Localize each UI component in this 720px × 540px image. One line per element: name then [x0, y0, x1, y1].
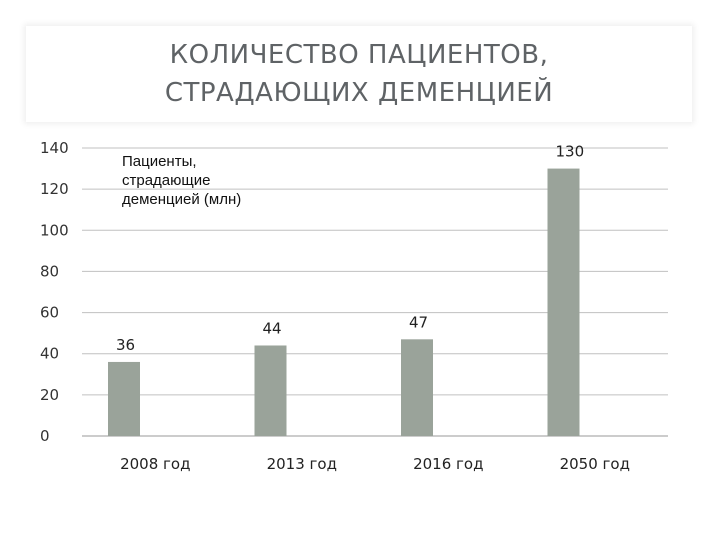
series-label-line-2: страдающие — [122, 172, 211, 189]
y-tick-label: 40 — [40, 345, 59, 363]
y-tick-label: 0 — [40, 427, 50, 445]
title-panel: КОЛИЧЕСТВО ПАЦИЕНТОВ, СТРАДАЮЩИХ ДЕМЕНЦИ… — [26, 26, 692, 122]
bar — [401, 339, 433, 436]
series-label-line-1: Пациенты, — [122, 153, 197, 170]
series-label: Пациенты, страдающие деменцией (млн) — [122, 152, 241, 209]
x-tick-label: 2016 год — [413, 455, 483, 473]
bar — [254, 345, 287, 436]
y-tick-label: 120 — [40, 180, 69, 198]
y-tick-label: 100 — [40, 221, 69, 239]
data-label: 130 — [556, 143, 585, 161]
data-label: 44 — [263, 319, 282, 337]
x-tick-label: 2008 год — [120, 455, 190, 473]
x-tick-label: 2013 год — [267, 455, 337, 473]
y-tick-label: 140 — [40, 139, 69, 157]
y-tick-label: 80 — [40, 262, 59, 280]
data-label: 36 — [116, 336, 135, 354]
y-tick-label: 60 — [40, 304, 59, 322]
data-label: 47 — [409, 313, 428, 331]
title-line-1: КОЛИЧЕСТВО ПАЦИЕНТОВ, — [169, 40, 549, 70]
series-label-line-3: деменцией (млн) — [122, 191, 242, 208]
bar — [547, 168, 580, 437]
y-tick-label: 20 — [40, 386, 59, 404]
bar — [108, 361, 140, 436]
title-line-2: СТРАДАЮЩИХ ДЕМЕНЦИЕЙ — [164, 78, 554, 108]
x-tick-label: 2050 год — [560, 455, 630, 473]
